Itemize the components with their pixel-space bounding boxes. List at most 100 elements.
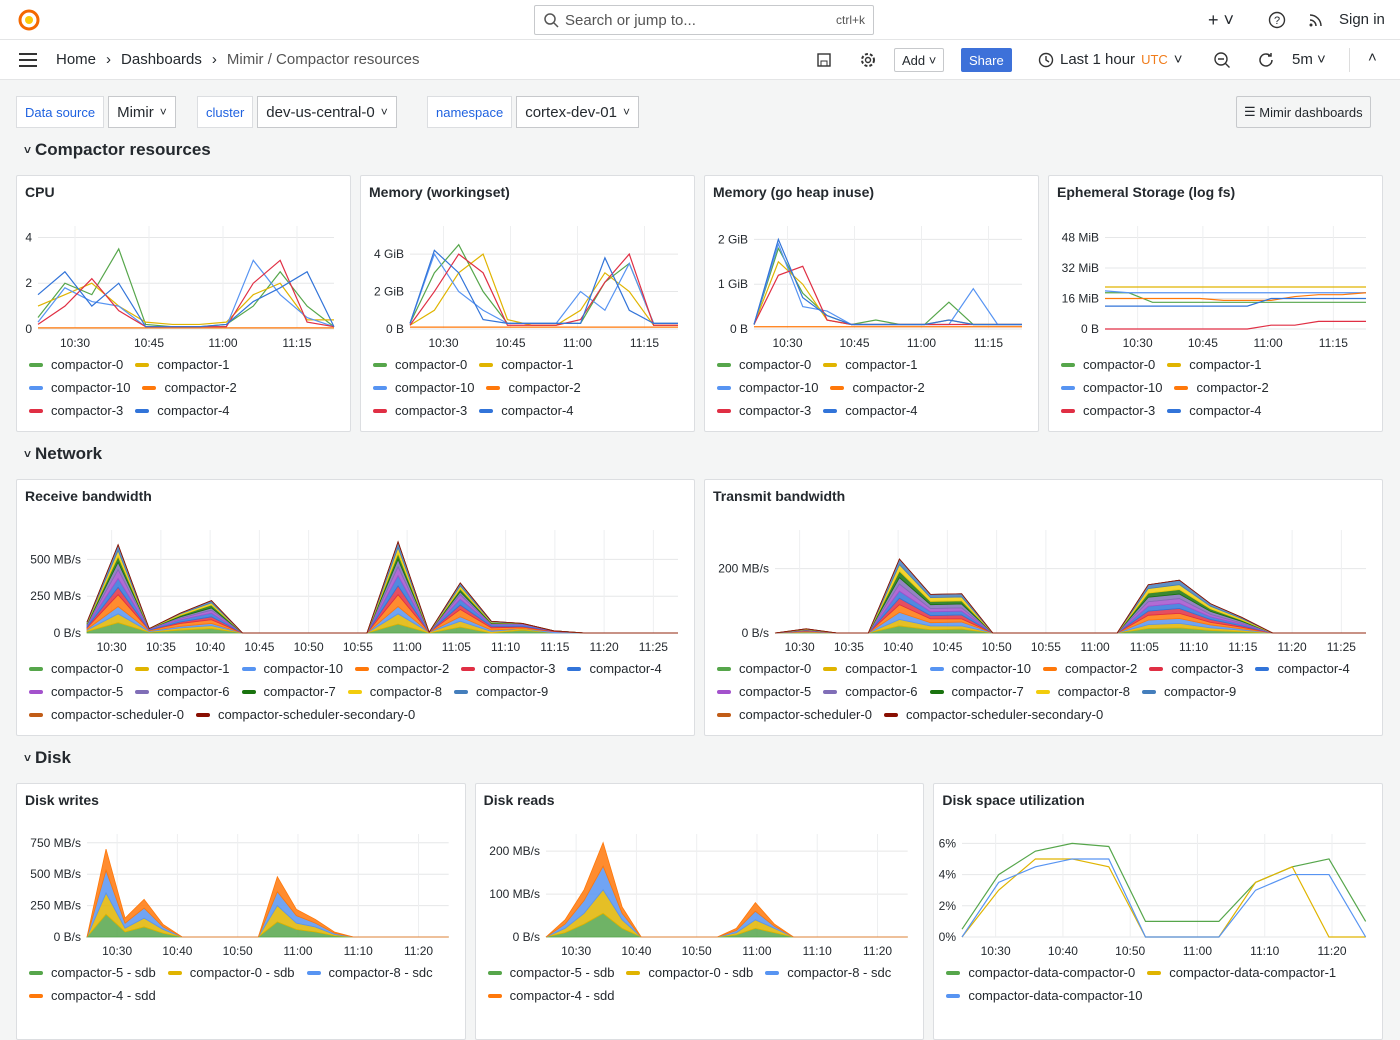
- legend-item[interactable]: compactor-5 - sdb: [29, 964, 156, 981]
- legend-item[interactable]: compactor-3: [373, 402, 467, 419]
- sign-in[interactable]: Sign in: [1339, 11, 1385, 28]
- legend-item[interactable]: compactor-4 - sdd: [29, 987, 156, 1004]
- save-icon[interactable]: [816, 52, 832, 68]
- legend-item[interactable]: compactor-5: [717, 683, 811, 700]
- legend-item[interactable]: compactor-data-compactor-10: [946, 987, 1142, 1004]
- legend-item[interactable]: compactor-scheduler-0: [717, 706, 872, 723]
- legend-item[interactable]: compactor-10: [717, 379, 818, 396]
- crumb[interactable]: Home: [56, 51, 97, 68]
- y-tick-label: 1 GiB: [718, 277, 748, 291]
- legend-item[interactable]: compactor-scheduler-0: [29, 706, 184, 723]
- legend-item[interactable]: compactor-2: [830, 379, 925, 396]
- legend-item[interactable]: compactor-8 - sdc: [765, 964, 891, 981]
- legend-item[interactable]: compactor-scheduler-secondary-0: [883, 706, 1103, 723]
- add-button[interactable]: Add ˅: [894, 48, 945, 72]
- legend-item[interactable]: compactor-0: [29, 660, 123, 677]
- settings-icon[interactable]: [859, 51, 877, 69]
- area: [774, 625, 1366, 634]
- legend-item[interactable]: compactor-4: [567, 660, 662, 677]
- legend-swatch: [135, 362, 150, 367]
- y-tick-label: 0 B/s: [54, 930, 81, 944]
- legend-item[interactable]: compactor-5: [29, 683, 123, 700]
- legend-item[interactable]: compactor-10: [373, 379, 474, 396]
- legend-item[interactable]: compactor-0: [1061, 356, 1155, 373]
- legend-item[interactable]: compactor-2: [1174, 379, 1269, 396]
- legend-swatch: [29, 408, 43, 413]
- legend-item[interactable]: compactor-4: [823, 402, 918, 419]
- legend-item[interactable]: compactor-2: [142, 379, 237, 396]
- legend-item[interactable]: compactor-1: [479, 356, 574, 373]
- legend-label: compactor-5: [51, 684, 124, 699]
- legend-item[interactable]: compactor-data-compactor-1: [1147, 964, 1336, 981]
- row-header[interactable]: ˅ Disk: [24, 748, 71, 768]
- legend-item[interactable]: compactor-4: [479, 402, 574, 419]
- legend-item[interactable]: compactor-0: [29, 356, 123, 373]
- legend-item[interactable]: compactor-7: [241, 683, 336, 700]
- legend-item[interactable]: compactor-data-compactor-0: [946, 964, 1135, 981]
- legend-label: compactor-8 - sdc: [787, 965, 892, 980]
- legend-item[interactable]: compactor-2: [354, 660, 449, 677]
- new-button[interactable]: + ˅: [1208, 10, 1235, 30]
- share-button[interactable]: Share: [961, 48, 1012, 72]
- legend-item[interactable]: compactor-0: [373, 356, 467, 373]
- legend-item[interactable]: compactor-2: [486, 379, 581, 396]
- legend-item[interactable]: compactor-9: [454, 683, 548, 700]
- y-tick-label: 16 MiB: [1062, 291, 1099, 305]
- legend-item[interactable]: compactor-9: [1142, 683, 1236, 700]
- legend-swatch: [461, 666, 476, 671]
- dashboards-link[interactable]: ☰ Mimir dashboards: [1236, 96, 1371, 128]
- legend-item[interactable]: compactor-0: [717, 660, 811, 677]
- legend-item[interactable]: compactor-0: [717, 356, 811, 373]
- legend-item[interactable]: compactor-0 - sdb: [167, 964, 295, 981]
- chevron: ˅: [159, 105, 167, 119]
- legend-swatch: [135, 689, 150, 694]
- legend-item[interactable]: compactor-8: [1035, 683, 1130, 700]
- legend-item[interactable]: compactor-1: [1167, 356, 1262, 373]
- legend: compactor-0 compactor-1 compactor-10 compac…: [717, 660, 1374, 723]
- legend-item[interactable]: compactor-10: [29, 379, 130, 396]
- legend-item[interactable]: compactor-3: [1061, 402, 1155, 419]
- time-picker[interactable]: Last 1 hour UTC ˅: [1038, 51, 1183, 68]
- legend-item[interactable]: compactor-2: [1042, 660, 1137, 677]
- legend-item[interactable]: compactor-7: [929, 683, 1024, 700]
- menu-icon[interactable]: [18, 52, 38, 68]
- news-icon[interactable]: [1308, 12, 1324, 28]
- variable-select[interactable]: cortex-dev-01 ˅: [516, 96, 639, 128]
- legend-item[interactable]: compactor-8 - sdc: [306, 964, 433, 981]
- legend-item[interactable]: compactor-1: [823, 660, 918, 677]
- variable-select[interactable]: Mimir ˅: [108, 96, 176, 128]
- legend-item[interactable]: compactor-3: [29, 402, 123, 419]
- legend-item[interactable]: compactor-1: [135, 660, 230, 677]
- legend-item[interactable]: compactor-3: [461, 660, 555, 677]
- refresh-icon[interactable]: [1257, 51, 1275, 69]
- legend-item[interactable]: compactor-10: [929, 660, 1031, 677]
- logo[interactable]: [17, 8, 41, 32]
- collapse[interactable]: ˄: [1368, 49, 1377, 66]
- legend-item[interactable]: compactor-6: [823, 683, 918, 700]
- refresh-interval[interactable]: 5m ˅: [1292, 51, 1326, 68]
- legend-item[interactable]: compactor-3: [1149, 660, 1243, 677]
- legend-item[interactable]: compactor-4: [1167, 402, 1262, 419]
- legend-label: compactor-1: [1189, 357, 1262, 372]
- help-icon[interactable]: ?: [1268, 11, 1286, 29]
- legend-item[interactable]: compactor-4: [135, 402, 230, 419]
- legend-item[interactable]: compactor-8: [347, 683, 442, 700]
- legend-item[interactable]: compactor-5 - sdb: [487, 964, 614, 981]
- crumb[interactable]: Dashboards: [121, 51, 202, 68]
- legend-item[interactable]: compactor-1: [823, 356, 918, 373]
- legend-item[interactable]: compactor-3: [717, 402, 811, 419]
- zoom-out[interactable]: [1213, 51, 1231, 69]
- search-box[interactable]: Search or jump to... ctrl+k: [534, 5, 874, 35]
- variable-select[interactable]: dev-us-central-0 ˅: [257, 96, 397, 128]
- legend-item[interactable]: compactor-10: [241, 660, 343, 677]
- legend-item[interactable]: compactor-0 - sdb: [626, 964, 753, 981]
- legend-item[interactable]: compactor-4: [1255, 660, 1350, 677]
- row-header[interactable]: ˅ Network: [24, 444, 102, 464]
- legend-item[interactable]: compactor-6: [135, 683, 230, 700]
- row-header[interactable]: ˅ Compactor resources: [24, 140, 211, 160]
- legend-item[interactable]: compactor-scheduler-secondary-0: [195, 706, 415, 723]
- legend-item[interactable]: compactor-1: [135, 356, 230, 373]
- legend-item[interactable]: compactor-10: [1061, 379, 1162, 396]
- chart: 0% 2% 4% 6% 10:30 10:40 10:50 11:00 11:10 11:20: [939, 834, 1367, 958]
- legend-item[interactable]: compactor-4 - sdd: [487, 987, 614, 1004]
